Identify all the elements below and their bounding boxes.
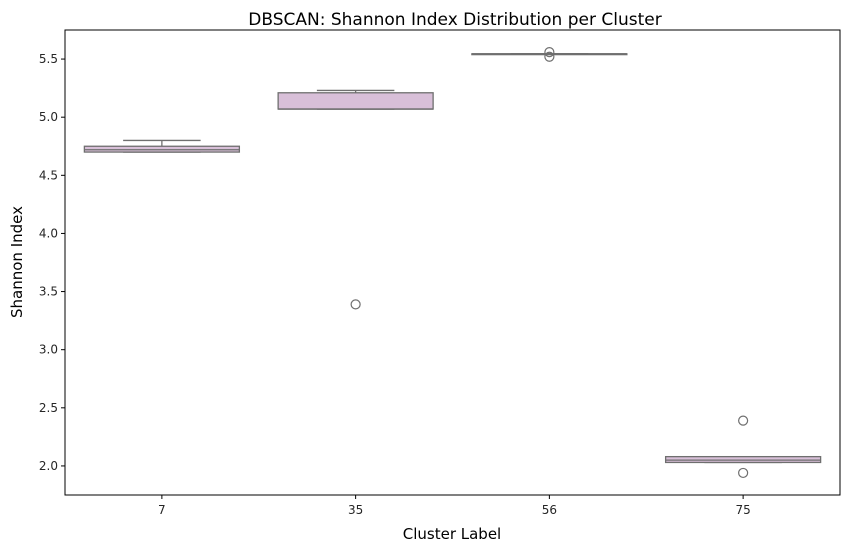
outlier-point xyxy=(738,467,749,479)
y-tick-label: 4.0 xyxy=(39,226,58,240)
box-group-7 xyxy=(83,139,241,153)
y-tick-label: 2.0 xyxy=(39,459,58,473)
plot-area xyxy=(64,29,841,496)
x-axis-label: Cluster Label xyxy=(403,525,501,543)
x-tick-label: 35 xyxy=(348,503,363,517)
boxes xyxy=(83,46,822,479)
y-axis-label: Shannon Index xyxy=(8,206,26,318)
y-tick-label: 5.0 xyxy=(39,110,58,124)
x-axis: 7 35 56 75 xyxy=(158,495,751,517)
y-tick-label: 2.5 xyxy=(39,401,58,415)
outlier-point xyxy=(544,46,555,58)
y-tick-label: 3.5 xyxy=(39,285,58,299)
box-iqr xyxy=(277,92,434,110)
y-axis: 2.0 2.5 3.0 3.5 4.0 4.5 5.0 5.5 xyxy=(39,52,65,473)
y-tick-label: 4.5 xyxy=(39,168,58,182)
x-tick-label: 7 xyxy=(158,503,166,517)
outlier-point xyxy=(350,299,361,310)
outlier-point xyxy=(738,415,749,426)
outlier-point xyxy=(544,51,555,62)
box-group-75 xyxy=(664,415,822,479)
chart-title: DBSCAN: Shannon Index Distribution per C… xyxy=(248,10,661,30)
x-tick-label: 56 xyxy=(542,503,557,517)
y-tick-label: 3.0 xyxy=(39,343,58,357)
y-tick-label: 5.5 xyxy=(39,52,58,66)
x-tick-label: 75 xyxy=(735,503,750,517)
box-group-56 xyxy=(471,46,628,62)
box-group-35 xyxy=(277,89,434,310)
